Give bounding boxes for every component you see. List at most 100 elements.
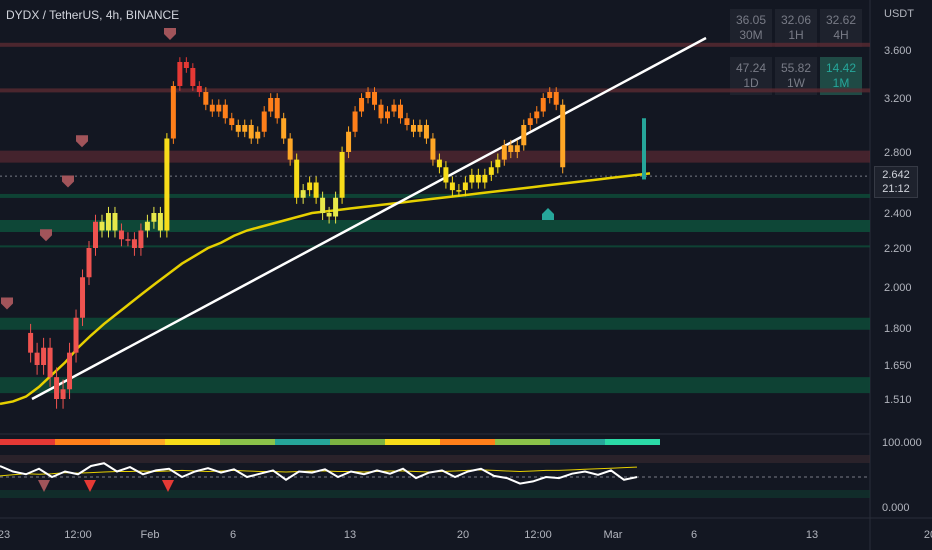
candle-body bbox=[235, 125, 241, 132]
current-price-value: 2.642 bbox=[882, 169, 910, 181]
tf-value: 36.05 bbox=[735, 13, 767, 27]
candle-body bbox=[488, 167, 494, 175]
candle-body bbox=[333, 197, 339, 217]
candle-body bbox=[274, 98, 280, 119]
candle-body bbox=[372, 92, 378, 105]
candle-body bbox=[560, 104, 566, 168]
x-tick-label: 6 bbox=[691, 529, 697, 541]
candle-body bbox=[164, 138, 170, 231]
candle-body bbox=[125, 239, 131, 241]
candle-body bbox=[118, 230, 124, 240]
candle-body bbox=[261, 111, 267, 132]
symbol-title: DYDX / TetherUS, 4h, BINANCE bbox=[6, 8, 180, 22]
trend-strip-segment bbox=[110, 439, 165, 445]
candle-body bbox=[287, 138, 293, 160]
y-tick-label: 2.000 bbox=[884, 282, 912, 294]
candle-body bbox=[60, 389, 66, 399]
x-tick-label: 20 bbox=[457, 529, 469, 541]
tf-cell-1h: 32.06 1H bbox=[775, 9, 817, 47]
tf-label: 30M bbox=[739, 28, 763, 42]
osc-signal-marker bbox=[38, 480, 50, 492]
trend-strip-segment bbox=[275, 439, 330, 445]
candle-body bbox=[365, 92, 371, 98]
resistance-zone bbox=[0, 88, 870, 93]
candle-body bbox=[540, 98, 546, 112]
candle-body bbox=[501, 145, 507, 160]
candle-body bbox=[534, 111, 540, 119]
candle-body bbox=[410, 125, 416, 132]
osc-overbought-zone bbox=[0, 455, 870, 463]
candle-body bbox=[417, 125, 423, 132]
candle-body bbox=[242, 125, 248, 132]
candle-body bbox=[449, 182, 455, 191]
candle-body bbox=[281, 118, 287, 139]
tf-label: 1W bbox=[787, 76, 805, 90]
candle-body bbox=[326, 213, 332, 217]
candle-body bbox=[248, 125, 254, 139]
x-tick-label: 12:00 bbox=[64, 529, 92, 541]
osc-tick-label: 0.000 bbox=[882, 502, 910, 514]
osc-signal-marker bbox=[84, 480, 96, 492]
osc-signal-marker bbox=[162, 480, 174, 492]
candle-body bbox=[346, 131, 352, 152]
trend-strip-segment bbox=[330, 439, 385, 445]
candle-body bbox=[352, 111, 358, 132]
candle-body bbox=[216, 104, 222, 112]
osc-oversold-zone bbox=[0, 490, 870, 498]
support-zone bbox=[0, 245, 870, 248]
candle-body bbox=[67, 352, 73, 390]
bar-countdown: 21:12 bbox=[882, 183, 910, 195]
trendline bbox=[31, 36, 707, 401]
support-zone bbox=[0, 193, 870, 198]
candle-body bbox=[553, 92, 559, 105]
tf-cell-4h: 32.62 4H bbox=[820, 9, 862, 47]
candle-body bbox=[54, 377, 60, 399]
sell-signal-marker bbox=[40, 229, 52, 242]
support-zone bbox=[0, 317, 870, 330]
sell-signal-marker bbox=[62, 175, 74, 188]
candle-body bbox=[190, 68, 196, 86]
candle-body bbox=[157, 213, 163, 231]
candle-body bbox=[209, 104, 215, 112]
x-tick-label: 23 bbox=[0, 529, 10, 541]
candle-body bbox=[255, 131, 261, 139]
tf-label: 1M bbox=[832, 76, 850, 90]
candle-body bbox=[138, 230, 144, 248]
trend-strip-segment bbox=[165, 439, 220, 445]
osc-tick-label: 100.000 bbox=[882, 437, 922, 449]
sell-signal-marker bbox=[76, 135, 88, 148]
candle-body bbox=[385, 111, 391, 119]
tf-label: 1D bbox=[743, 76, 759, 90]
candle-body bbox=[423, 125, 429, 139]
tf-value: 55.82 bbox=[780, 61, 812, 75]
candle-body bbox=[41, 347, 47, 365]
candle-body bbox=[34, 352, 40, 365]
candle-body bbox=[430, 138, 436, 160]
candle-body bbox=[99, 221, 105, 231]
trend-strip-segment bbox=[550, 439, 605, 445]
tf-value: 14.42 bbox=[825, 61, 857, 75]
x-tick-label: 20 bbox=[924, 529, 932, 541]
candle-body bbox=[268, 98, 274, 112]
candle-body bbox=[151, 213, 157, 222]
sell-signal-marker bbox=[1, 297, 13, 310]
candle-body bbox=[73, 317, 79, 353]
x-tick-label: Mar bbox=[604, 529, 623, 541]
candle-body bbox=[482, 174, 488, 183]
y-tick-label: 3.200 bbox=[884, 93, 912, 105]
y-tick-label: 2.800 bbox=[884, 147, 912, 159]
candle-body bbox=[112, 213, 118, 231]
x-tick-label: Feb bbox=[141, 529, 160, 541]
candle-body bbox=[47, 347, 53, 378]
candle-body bbox=[170, 86, 176, 139]
candle-body bbox=[378, 104, 384, 119]
candle-body bbox=[462, 182, 468, 191]
x-tick-label: 6 bbox=[230, 529, 236, 541]
last-candle bbox=[642, 118, 646, 180]
candle-body bbox=[144, 221, 150, 231]
candle-body bbox=[307, 182, 313, 191]
candle-body bbox=[92, 221, 98, 248]
candle-body bbox=[105, 213, 111, 231]
candle-body bbox=[294, 159, 300, 198]
